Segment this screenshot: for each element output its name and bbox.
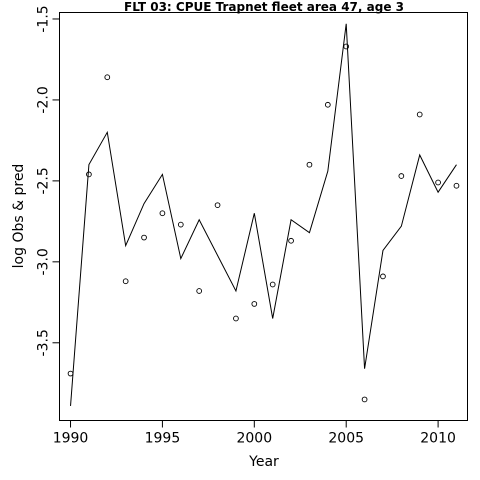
x-tick-label: 1990	[53, 431, 89, 447]
observed-point	[251, 301, 258, 307]
observed-point	[453, 182, 460, 189]
chart-title: FLT 03: CPUE Trapnet fleet area 47, age …	[124, 0, 404, 14]
observed-point	[380, 273, 386, 280]
y-axis-label: log Obs & pred	[11, 164, 27, 269]
x-tick-label: 2005	[328, 431, 364, 447]
y-tick-label: -2.0	[36, 86, 52, 113]
y-tick-label: -3.5	[36, 329, 52, 356]
observed-point	[104, 74, 111, 81]
x-axis: 1990 1995 2000 2005 2010	[53, 420, 456, 447]
x-tick-label: 2000	[236, 431, 272, 447]
observed-point	[177, 221, 184, 228]
observed-point	[416, 111, 423, 118]
observed-point	[196, 288, 203, 294]
observed-point	[233, 315, 239, 322]
y-tick-label: -3.0	[36, 248, 52, 275]
y-tick-label: -1.5	[36, 5, 52, 32]
y-axis: -3.5 -3.0 -2.5 -2.0 -1.5	[36, 5, 60, 356]
observed-point	[86, 171, 92, 178]
observed-point	[214, 202, 221, 209]
observed-point	[435, 179, 441, 186]
series-layer	[67, 23, 460, 406]
observed-point	[67, 370, 74, 377]
observed-point	[324, 101, 331, 108]
x-tick-label: 2010	[420, 431, 456, 447]
observed-point	[122, 278, 129, 285]
y-tick-label: -2.5	[36, 167, 52, 194]
observed-point	[269, 281, 276, 288]
predicted-line	[70, 23, 457, 406]
observed-point	[306, 161, 313, 168]
x-tick-label: 1995	[145, 431, 181, 447]
observed-point	[398, 173, 405, 179]
observed-point	[141, 234, 147, 241]
observed-point	[159, 210, 166, 217]
observed-point	[288, 237, 294, 244]
x-axis-label: Year	[248, 454, 279, 470]
observed-point	[361, 396, 368, 403]
plot-frame	[59, 12, 468, 421]
